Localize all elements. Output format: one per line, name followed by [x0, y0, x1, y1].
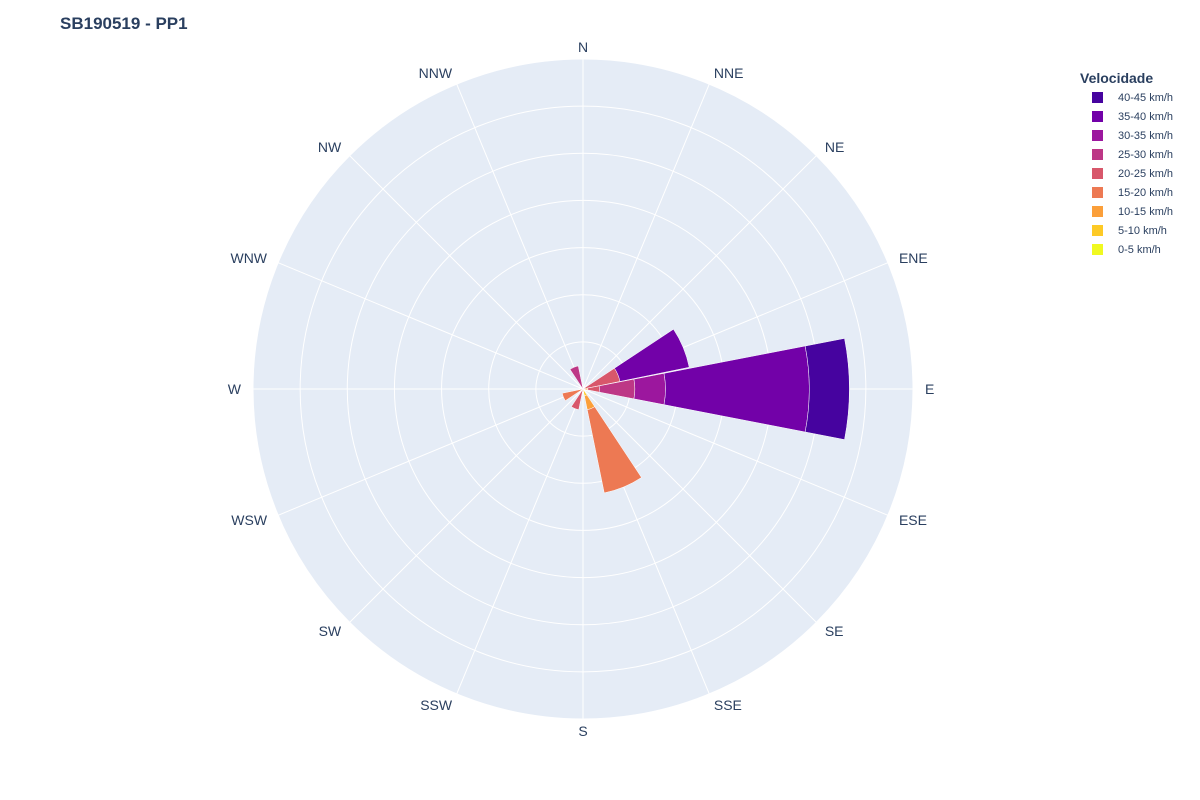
legend-label: 5-10 km/h: [1118, 224, 1167, 237]
legend-swatch: [1092, 149, 1103, 160]
angular-gridline: [349, 388, 584, 623]
angular-gridline: [582, 83, 710, 390]
direction-label: N: [578, 39, 588, 55]
legend-label: 0-5 km/h: [1118, 243, 1161, 256]
legend-item[interactable]: 25-30 km/h: [1080, 145, 1173, 164]
direction-label: NNW: [419, 65, 453, 81]
direction-label: S: [578, 723, 587, 739]
legend-title: Velocidade: [1080, 70, 1154, 86]
legend-swatch: [1092, 244, 1103, 255]
legend-swatch: [1092, 130, 1103, 141]
direction-label: SE: [825, 623, 844, 639]
angular-gridline: [456, 83, 584, 390]
legend-label: 25-30 km/h: [1118, 148, 1174, 161]
direction-label: NNE: [714, 65, 744, 81]
angular-gridline: [582, 388, 817, 623]
direction-label: ESE: [899, 512, 927, 528]
direction-label: SSW: [420, 697, 453, 713]
direction-label: W: [228, 381, 242, 397]
legend-label: 20-25 km/h: [1118, 167, 1174, 180]
legend-items: 40-45 km/h 35-40 km/h 30-35 km/h 25-30 km/h…: [1080, 88, 1173, 259]
angular-gridline: [582, 388, 889, 516]
angular-gridline: [582, 155, 817, 390]
bar-segment: [633, 373, 666, 405]
bar-segment: [804, 338, 850, 440]
legend-label: 40-45 km/h: [1118, 91, 1174, 104]
bar-segment: [569, 365, 584, 390]
angular-gridline: [349, 155, 584, 390]
direction-labels: N NNE NE ENE E ESE SE SSE S SSW SW WSW W WNW NW NNW: [228, 39, 935, 739]
legend-item[interactable]: 15-20 km/h: [1080, 183, 1173, 202]
bar-segment: [561, 388, 584, 402]
direction-label: SSE: [714, 697, 742, 713]
bar-segment: [586, 406, 642, 494]
legend-swatch: [1092, 206, 1103, 217]
angular-gridline: [456, 388, 584, 695]
direction-label: WSW: [231, 512, 268, 528]
legend-swatch: [1092, 92, 1103, 103]
legend-swatch: [1092, 187, 1103, 198]
direction-label: E: [925, 381, 934, 397]
direction-label: ENE: [899, 250, 928, 266]
direction-label: NE: [825, 139, 844, 155]
direction-label: SW: [319, 623, 342, 639]
legend-item[interactable]: 30-35 km/h: [1080, 126, 1173, 145]
legend-label: 30-35 km/h: [1118, 129, 1174, 142]
legend-swatch: [1092, 111, 1103, 122]
bar-segment: [570, 388, 584, 411]
legend: Velocidade 40-45 km/h 35-40 km/h 30-35 km/…: [1080, 70, 1173, 259]
legend-item[interactable]: 10-15 km/h: [1080, 202, 1173, 221]
angular-gridline: [277, 262, 584, 390]
legend-label: 15-20 km/h: [1118, 186, 1174, 199]
legend-label: 10-15 km/h: [1118, 205, 1174, 218]
legend-swatch: [1092, 225, 1103, 236]
chart-title: SB190519 - PP1: [60, 14, 188, 33]
legend-item[interactable]: 20-25 km/h: [1080, 164, 1173, 183]
polar-bars: [561, 328, 850, 494]
legend-swatch: [1092, 168, 1103, 179]
legend-item[interactable]: 35-40 km/h: [1080, 107, 1173, 126]
angular-gridline: [277, 388, 584, 516]
direction-label: WNW: [230, 250, 267, 266]
bar-segment: [614, 328, 690, 382]
legend-item[interactable]: 40-45 km/h: [1080, 88, 1173, 107]
legend-label: 35-40 km/h: [1118, 110, 1174, 123]
direction-label: NW: [318, 139, 342, 155]
legend-item[interactable]: 0-5 km/h: [1080, 240, 1173, 259]
legend-item[interactable]: 5-10 km/h: [1080, 221, 1173, 240]
